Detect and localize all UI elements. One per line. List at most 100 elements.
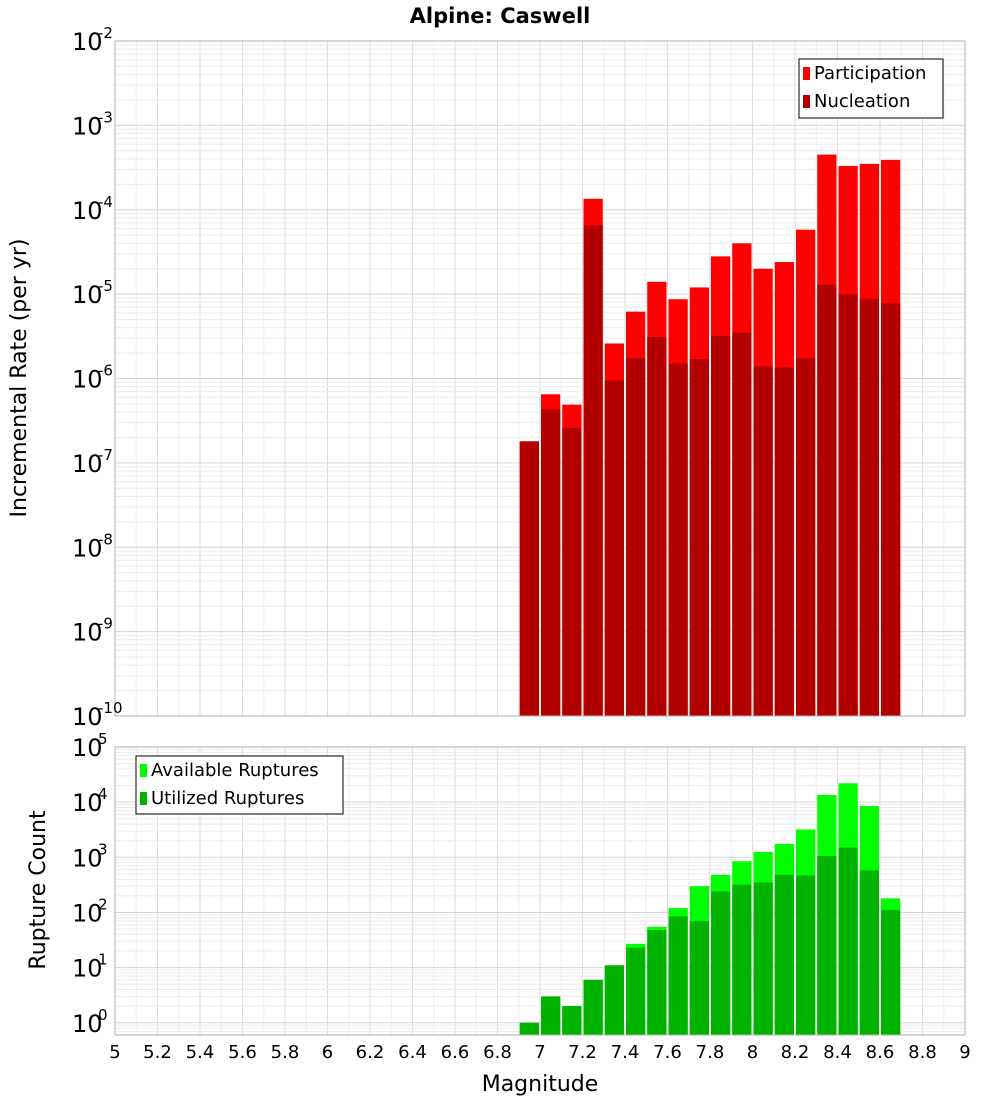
top-y-tick-exponent: -2 xyxy=(98,24,113,42)
x-tick-label: 9 xyxy=(959,1042,970,1063)
top-legend-swatch xyxy=(803,95,810,108)
top-bar-s2 xyxy=(668,363,688,716)
bottom-legend-label: Utilized Ruptures xyxy=(151,788,304,809)
top-y-tick-exponent: -8 xyxy=(98,530,113,548)
x-tick-label: 6.6 xyxy=(441,1042,470,1063)
x-tick-label: 8.2 xyxy=(781,1042,810,1063)
bottom-bar-s2 xyxy=(817,856,837,1035)
top-bar-s2 xyxy=(859,298,879,716)
top-y-tick-label: 10 xyxy=(72,197,103,225)
x-axis-label: Magnitude xyxy=(482,1072,599,1097)
bottom-bar-s2 xyxy=(626,947,646,1035)
bottom-y-tick-label: 10 xyxy=(72,899,103,927)
top-y-tick-exponent: -10 xyxy=(98,699,123,717)
bottom-bar-s2 xyxy=(668,916,688,1035)
top-bar-s2 xyxy=(519,441,539,716)
top-bar-s2 xyxy=(647,337,667,716)
x-tick-label: 8.8 xyxy=(908,1042,937,1063)
top-bar-s2 xyxy=(881,303,901,716)
chart-title: Alpine: Caswell xyxy=(410,4,591,28)
bottom-y-tick-exponent: 2 xyxy=(98,895,108,913)
top-y-tick-exponent: -5 xyxy=(98,277,113,295)
bottom-y-tick-label: 10 xyxy=(72,955,103,983)
x-tick-label: 5.2 xyxy=(143,1042,172,1063)
x-tick-label: 5.6 xyxy=(228,1042,257,1063)
top-bar-s2 xyxy=(817,284,837,716)
top-y-tick-label: 10 xyxy=(72,619,103,647)
top-y-tick-label: 10 xyxy=(72,703,103,731)
bottom-bar-s2 xyxy=(774,874,794,1035)
top-panel: 10-210-310-410-510-610-710-810-910-10 xyxy=(72,24,966,731)
x-tick-label: 8.4 xyxy=(823,1042,852,1063)
top-plot-frame xyxy=(114,40,966,717)
bottom-bar-s2 xyxy=(541,996,561,1035)
bottom-legend: Available Ruptures Utilized Ruptures xyxy=(135,755,344,815)
x-tick-label: 8 xyxy=(747,1042,758,1063)
bottom-bar-s2 xyxy=(732,884,752,1035)
top-y-tick-label: 10 xyxy=(72,366,103,394)
top-y-tick-label: 10 xyxy=(72,112,103,140)
top-y-axis-label: Incremental Rate (per yr) xyxy=(7,239,32,518)
bottom-legend-label: Available Ruptures xyxy=(151,760,319,781)
top-y-tick-exponent: -4 xyxy=(98,193,113,211)
top-bar-s2 xyxy=(796,357,816,716)
top-y-tick-exponent: -3 xyxy=(98,108,113,126)
bottom-y-tick-label: 10 xyxy=(72,734,103,762)
bottom-y-tick-exponent: 3 xyxy=(98,840,108,858)
top-legend-swatch xyxy=(803,67,810,80)
top-bar-s2 xyxy=(689,359,709,716)
top-y-tick-label: 10 xyxy=(72,28,103,56)
bottom-bar-s2 xyxy=(583,979,603,1035)
bottom-bar-s2 xyxy=(689,921,709,1035)
bottom-legend-box xyxy=(135,755,344,815)
top-bar-s2 xyxy=(732,332,752,716)
bottom-bar-s2 xyxy=(859,870,879,1035)
bottom-y-tick-exponent: 5 xyxy=(98,730,108,748)
bottom-y-tick-exponent: 1 xyxy=(98,951,108,969)
bottom-bar-s2 xyxy=(519,1022,539,1035)
x-tick-label: 6.4 xyxy=(398,1042,427,1063)
x-tick-label: 7.6 xyxy=(653,1042,682,1063)
bottom-bar-s2 xyxy=(753,882,773,1035)
top-bar-s2 xyxy=(626,357,646,716)
top-bar-s2 xyxy=(562,427,582,716)
bottom-y-tick-exponent: 0 xyxy=(98,1006,108,1024)
top-bar-s2 xyxy=(541,409,561,716)
bottom-bar-s2 xyxy=(796,875,816,1035)
top-y-tick-exponent: -7 xyxy=(98,446,113,464)
x-tick-label: 5.4 xyxy=(186,1042,215,1063)
bottom-legend-swatch xyxy=(140,792,147,805)
x-tick-label: 5.8 xyxy=(271,1042,300,1063)
top-legend-box xyxy=(798,58,944,119)
top-bar-s2 xyxy=(711,335,731,716)
bottom-y-axis-label: Rupture Count xyxy=(26,810,51,970)
bottom-y-tick-exponent: 4 xyxy=(98,785,108,803)
top-bar-s2 xyxy=(753,366,773,716)
x-tick-label: 7.4 xyxy=(611,1042,640,1063)
x-tick-label: 7.8 xyxy=(696,1042,725,1063)
bottom-y-tick-label: 10 xyxy=(72,844,103,872)
x-tick-label: 6.8 xyxy=(483,1042,512,1063)
x-tick-label: 8.6 xyxy=(866,1042,895,1063)
x-tick-label: 7 xyxy=(534,1042,545,1063)
top-y-tick-exponent: -6 xyxy=(98,362,113,380)
top-bar-s2 xyxy=(604,380,624,716)
top-y-tick-label: 10 xyxy=(72,534,103,562)
x-tick-label: 6.2 xyxy=(356,1042,385,1063)
top-legend-label: Participation xyxy=(814,63,926,84)
bottom-y-tick-label: 10 xyxy=(72,1010,103,1038)
top-bar-s2 xyxy=(774,367,794,716)
top-legend: Participation Nucleation xyxy=(798,58,944,119)
bottom-bar-s2 xyxy=(604,965,624,1035)
bottom-bar-s2 xyxy=(647,930,667,1035)
top-bar-s2 xyxy=(838,294,858,716)
top-y-tick-label: 10 xyxy=(72,281,103,309)
bottom-bar-s2 xyxy=(562,1006,582,1035)
bottom-plot-frame xyxy=(114,746,966,1036)
x-tick-label: 7.2 xyxy=(568,1042,597,1063)
top-legend-label: Nucleation xyxy=(814,91,910,112)
bottom-y-tick-label: 10 xyxy=(72,789,103,817)
